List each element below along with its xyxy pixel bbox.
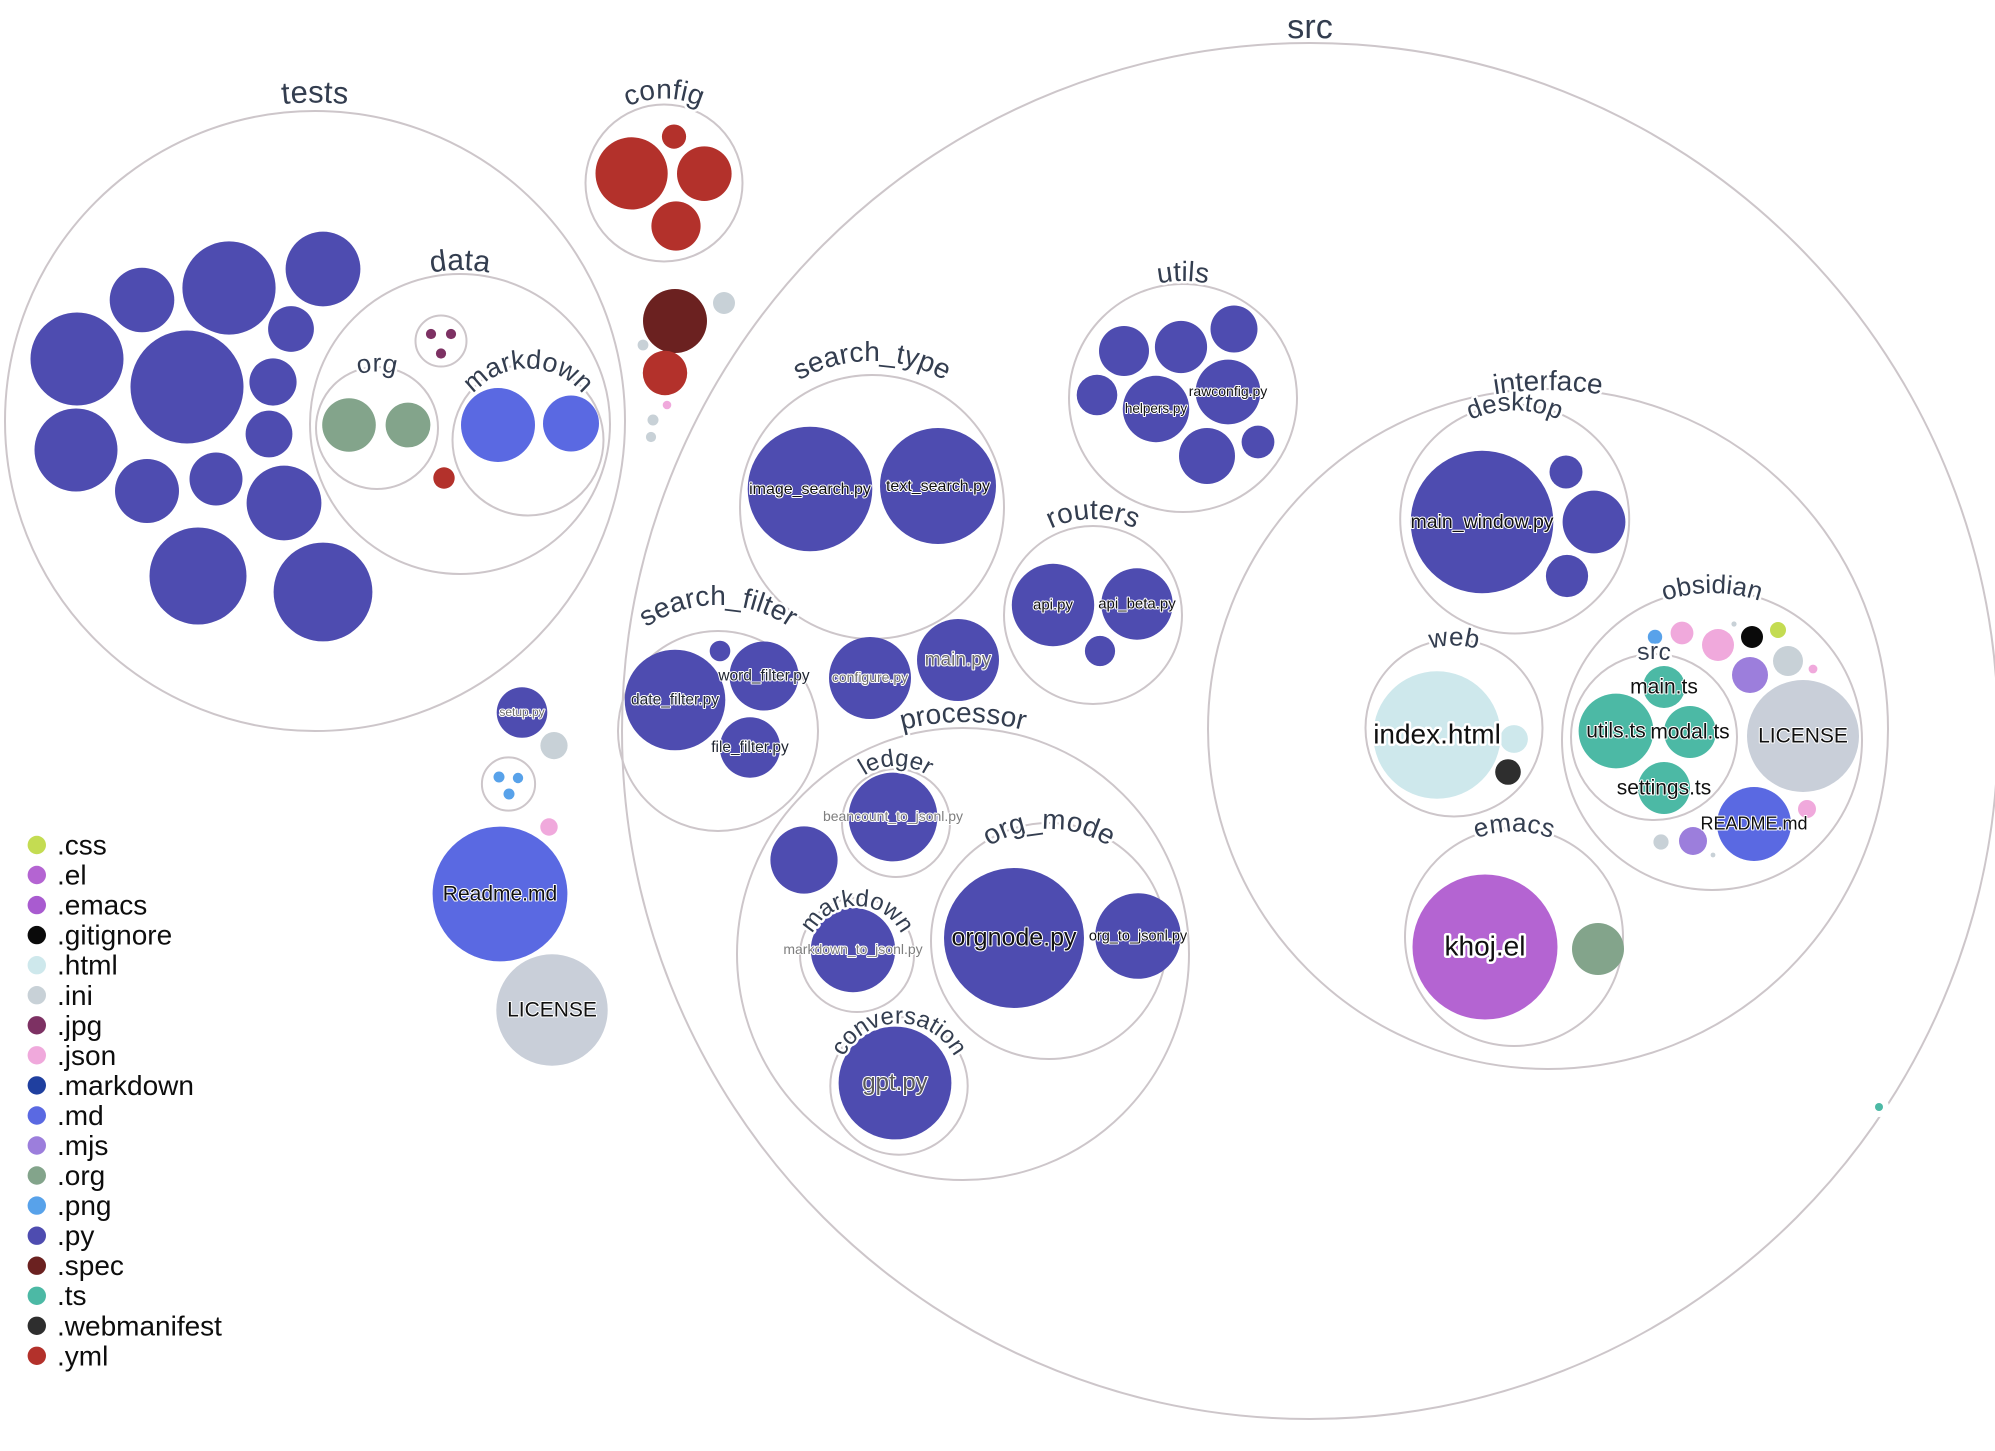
- svg-text:markdown_to_jsonl.py: markdown_to_jsonl.py: [783, 941, 922, 957]
- svg-text:.ts: .ts: [57, 1280, 87, 1311]
- svg-text:org_to_jsonl.py: org_to_jsonl.py: [1089, 928, 1188, 944]
- svg-text:setup.py: setup.py: [499, 705, 544, 719]
- svg-text:main.ts: main.ts: [1630, 675, 1698, 698]
- svg-text:file_filter.py: file_filter.py: [711, 739, 789, 756]
- svg-text:.md: .md: [57, 1100, 104, 1131]
- svg-text:.mjs: .mjs: [57, 1130, 108, 1161]
- svg-text:LICENSE: LICENSE: [1758, 724, 1848, 747]
- svg-text:settings.ts: settings.ts: [1617, 776, 1712, 799]
- svg-text:modal.ts: modal.ts: [1650, 720, 1729, 743]
- svg-text:khoj.el: khoj.el: [1445, 930, 1526, 961]
- svg-text:LICENSE: LICENSE: [507, 998, 597, 1021]
- svg-text:emacs: emacs: [1469, 807, 1558, 844]
- svg-text:.py: .py: [57, 1220, 94, 1251]
- svg-text:text_search.py: text_search.py: [886, 478, 990, 495]
- svg-text:.org: .org: [57, 1160, 105, 1191]
- svg-text:.jpg: .jpg: [57, 1010, 102, 1041]
- svg-text:.ini: .ini: [57, 980, 93, 1011]
- svg-text:utils.ts: utils.ts: [1586, 719, 1646, 742]
- svg-text:.json: .json: [57, 1040, 116, 1071]
- svg-text:.gitignore: .gitignore: [57, 920, 172, 951]
- svg-text:gpt.py: gpt.py: [862, 1069, 927, 1096]
- svg-text:web: web: [1425, 621, 1482, 654]
- svg-text:src: src: [1635, 638, 1672, 666]
- svg-text:.el: .el: [57, 860, 87, 891]
- svg-text:orgnode.py: orgnode.py: [951, 924, 1077, 952]
- svg-text:.emacs: .emacs: [57, 890, 147, 921]
- svg-text:Readme.md: Readme.md: [443, 882, 557, 905]
- svg-text:.webmanifest: .webmanifest: [57, 1310, 222, 1341]
- svg-text:README.md: README.md: [1700, 813, 1807, 833]
- svg-text:org: org: [354, 347, 401, 380]
- svg-text:beancount_to_jsonl.py: beancount_to_jsonl.py: [823, 808, 963, 824]
- svg-text:helpers.py: helpers.py: [1125, 401, 1188, 416]
- svg-text:.png: .png: [57, 1190, 112, 1221]
- svg-text:.css: .css: [57, 830, 107, 861]
- svg-text:rawconfig.py: rawconfig.py: [1189, 383, 1268, 399]
- svg-text:main_window.py: main_window.py: [1410, 511, 1553, 533]
- svg-text:api.py: api.py: [1033, 597, 1074, 614]
- svg-text:main.py: main.py: [925, 650, 992, 671]
- svg-text:src: src: [1287, 8, 1333, 46]
- svg-text:api_beta.py: api_beta.py: [1098, 596, 1176, 613]
- svg-text:.spec: .spec: [57, 1250, 124, 1281]
- svg-text:index.html: index.html: [1373, 718, 1501, 749]
- svg-text:utils: utils: [1155, 256, 1212, 289]
- svg-text:image_search.py: image_search.py: [749, 481, 871, 498]
- svg-text:.html: .html: [57, 950, 118, 981]
- svg-text:word_filter.py: word_filter.py: [717, 668, 810, 685]
- svg-text:date_filter.py: date_filter.py: [631, 692, 719, 709]
- svg-text:data: data: [427, 244, 492, 280]
- svg-text:.yml: .yml: [57, 1340, 108, 1371]
- svg-text:.markdown: .markdown: [57, 1070, 194, 1101]
- svg-text:configure.py: configure.py: [832, 669, 908, 685]
- svg-text:interface: interface: [1491, 365, 1605, 400]
